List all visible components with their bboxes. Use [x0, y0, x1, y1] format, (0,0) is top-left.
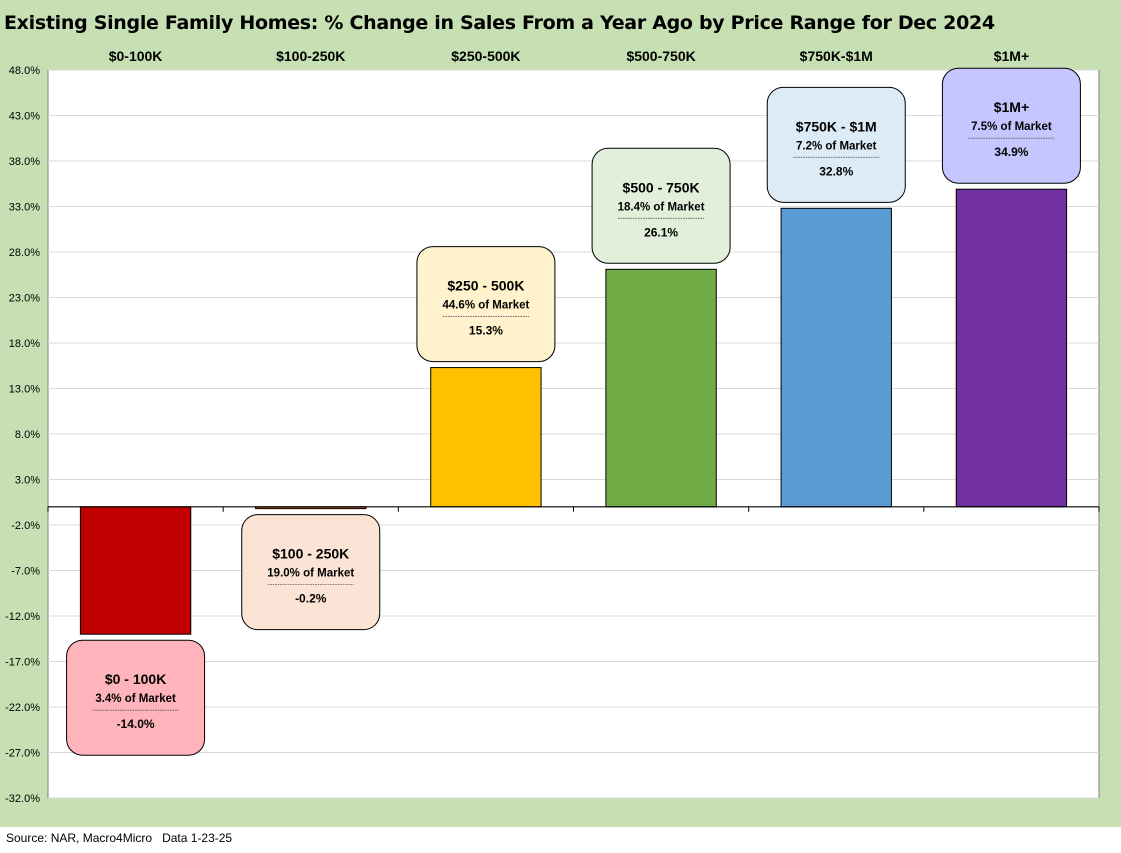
source-note: Source: NAR, Macro4Micro Data 1-23-25: [6, 831, 232, 845]
y-tick-label-13: 33.0%: [9, 202, 40, 214]
callout-value-5: 34.9%: [994, 145, 1028, 159]
zero-axis: [47, 506, 1100, 512]
callouts: $0 - 100K 3.4% of Market -14.0% $100 - 250K…: [66, 67, 1081, 756]
source-text: Source: NAR, Macro4Micro: [6, 831, 153, 845]
category-header-0: $0-100K: [109, 48, 163, 64]
callout-label-5: $1M+: [994, 99, 1029, 115]
callout-2: $250 - 500K 44.6% of Market 15.3%: [416, 246, 556, 363]
callout-share-2: 44.6% of Market: [442, 300, 529, 312]
y-tick-label-0: -32.0%: [5, 793, 40, 805]
callout-1: $100 - 250K 19.0% of Market -0.2%: [241, 514, 381, 631]
callout-share-5: 7.5% of Market: [971, 121, 1052, 133]
callout-5: $1M+ 7.5% of Market 34.9%: [941, 67, 1081, 184]
y-tick-label-5: -7.0%: [11, 566, 40, 578]
callout-label-0: $0 - 100K: [105, 671, 166, 687]
gridlines: [48, 69, 1099, 799]
callout-share-0: 3.4% of Market: [95, 693, 176, 705]
callout-share-1: 19.0% of Market: [267, 568, 354, 580]
bar-2: [430, 367, 542, 508]
category-header-5: $1M+: [994, 48, 1029, 64]
callout-box-2: [416, 246, 556, 363]
chart-svg: $0-100K $100-250K $250-500K $500-750K $750K-…: [5, 48, 1100, 805]
callout-label-1: $100 - 250K: [272, 546, 349, 562]
y-tick-label-4: -12.0%: [5, 611, 40, 623]
y-tick-label-2: -22.0%: [5, 702, 40, 714]
callout-value-0: -14.0%: [117, 717, 155, 731]
bar-3: [605, 268, 717, 508]
callout-box-1: [241, 514, 381, 631]
y-axis-tick-labels: -32.0% -27.0% -22.0% -17.0% -12.0% -7.0% -2.0%…: [5, 65, 40, 805]
y-tick-label-9: 13.0%: [9, 384, 40, 396]
y-tick-label-7: 3.0%: [15, 475, 40, 487]
category-header-1: $100-250K: [276, 48, 345, 64]
y-tick-label-15: 43.0%: [9, 111, 40, 123]
data-date: Data 1-23-25: [162, 831, 233, 845]
callout-label-4: $750K - $1M: [796, 118, 877, 134]
callout-box-4: [766, 86, 906, 203]
chart-title: Existing Single Family Homes: % Change i…: [4, 12, 995, 34]
callout-label-2: $250 - 500K: [447, 278, 524, 294]
callout-box-0: [66, 639, 206, 756]
y-tick-label-8: 8.0%: [15, 429, 40, 441]
y-tick-label-6: -2.0%: [11, 520, 40, 532]
callout-box-3: [591, 147, 731, 264]
callout-0: $0 - 100K 3.4% of Market -14.0%: [66, 639, 206, 756]
category-header-3: $500-750K: [626, 48, 695, 64]
callout-value-1: -0.2%: [295, 592, 327, 606]
category-header-4: $750K-$1M: [800, 48, 873, 64]
callout-3: $500 - 750K 18.4% of Market 26.1%: [591, 147, 731, 264]
callout-box-5: [941, 67, 1081, 184]
category-header-2: $250-500K: [451, 48, 520, 64]
bars: [79, 188, 1068, 635]
y-tick-label-16: 48.0%: [9, 65, 40, 77]
y-tick-label-3: -17.0%: [5, 657, 40, 669]
y-tick-label-10: 18.0%: [9, 338, 40, 350]
y-tick-label-12: 28.0%: [9, 247, 40, 259]
callout-value-3: 26.1%: [644, 225, 678, 239]
callout-value-4: 32.8%: [819, 164, 853, 178]
y-tick-label-14: 38.0%: [9, 156, 40, 168]
callout-share-3: 18.4% of Market: [618, 201, 705, 213]
callout-4: $750K - $1M 7.2% of Market 32.8%: [766, 86, 906, 203]
y-tick-label-11: 23.0%: [9, 293, 40, 305]
callout-share-4: 7.2% of Market: [796, 140, 877, 152]
callout-label-3: $500 - 750K: [623, 179, 700, 195]
y-tick-label-1: -27.0%: [5, 748, 40, 760]
bar-5: [955, 188, 1068, 508]
callout-value-2: 15.3%: [469, 324, 503, 338]
bar-4: [780, 207, 892, 508]
category-headers: $0-100K $100-250K $250-500K $500-750K $750K-…: [109, 48, 1029, 64]
bar-0: [79, 506, 192, 635]
